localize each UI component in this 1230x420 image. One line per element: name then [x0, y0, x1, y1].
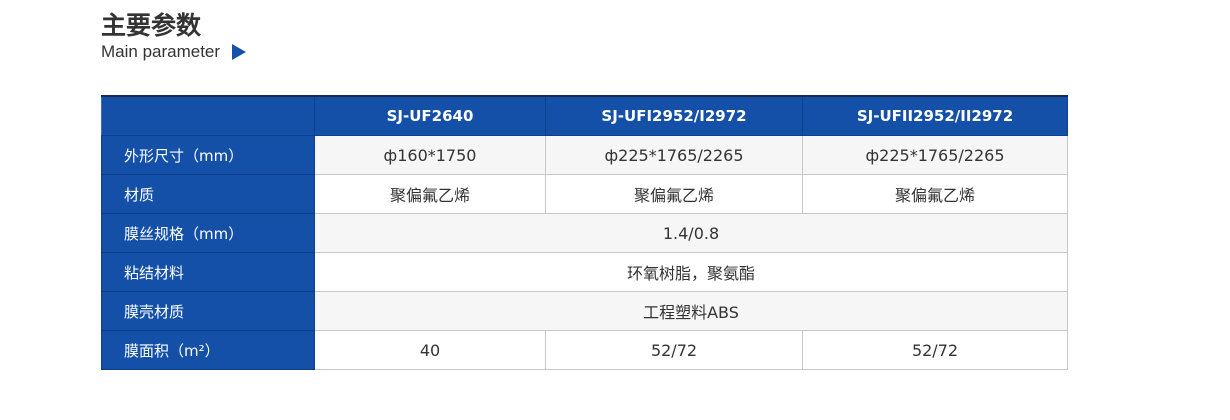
- page-title: 主要参数: [101, 11, 202, 40]
- table-header-row: SJ-UF2640 SJ-UFI2952/I2972 SJ-UFII2952/I…: [101, 95, 1068, 136]
- table-cell: 聚偏氟乙烯: [545, 174, 803, 214]
- page-subtitle: Main parameter: [101, 42, 247, 62]
- column-header: SJ-UFI2952/I2972: [545, 95, 803, 136]
- table-cell: 40: [314, 330, 546, 370]
- table-row: 材质 聚偏氟乙烯 聚偏氟乙烯 聚偏氟乙烯: [101, 174, 1068, 214]
- table-cell: 工程塑料ABS: [314, 291, 1068, 331]
- row-label: 外形尺寸（mm）: [101, 135, 315, 175]
- table-row: 粘结材料 环氧树脂，聚氨酯: [101, 252, 1068, 292]
- column-header: [101, 95, 315, 136]
- table-cell: 聚偏氟乙烯: [314, 174, 546, 214]
- table-cell: ф225*1765/2265: [802, 135, 1068, 175]
- play-triangle-icon: [232, 44, 247, 60]
- row-label: 膜丝规格（mm）: [101, 213, 315, 253]
- subtitle-text: Main parameter: [101, 42, 221, 61]
- column-header: SJ-UF2640: [314, 95, 546, 136]
- row-label: 材质: [101, 174, 315, 214]
- table-row: 外形尺寸（mm） ф160*1750 ф225*1765/2265 ф225*1765…: [101, 135, 1068, 175]
- table-cell: ф160*1750: [314, 135, 546, 175]
- table-row: 膜面积（m²） 40 52/72 52/72: [101, 330, 1068, 370]
- table-row: 膜丝规格（mm） 1.4/0.8: [101, 213, 1068, 253]
- table-cell: 聚偏氟乙烯: [802, 174, 1068, 214]
- table-cell: 1.4/0.8: [314, 213, 1068, 253]
- column-header: SJ-UFII2952/II2972: [802, 95, 1068, 136]
- table-cell: ф225*1765/2265: [545, 135, 803, 175]
- row-label: 膜壳材质: [101, 291, 315, 331]
- table-cell: 环氧树脂，聚氨酯: [314, 252, 1068, 292]
- table-cell: 52/72: [545, 330, 803, 370]
- table-cell: 52/72: [802, 330, 1068, 370]
- row-label: 粘结材料: [101, 252, 315, 292]
- table-row: 膜壳材质 工程塑料ABS: [101, 291, 1068, 331]
- parameter-table: SJ-UF2640 SJ-UFI2952/I2972 SJ-UFII2952/I…: [101, 95, 1068, 370]
- row-label: 膜面积（m²）: [101, 330, 315, 370]
